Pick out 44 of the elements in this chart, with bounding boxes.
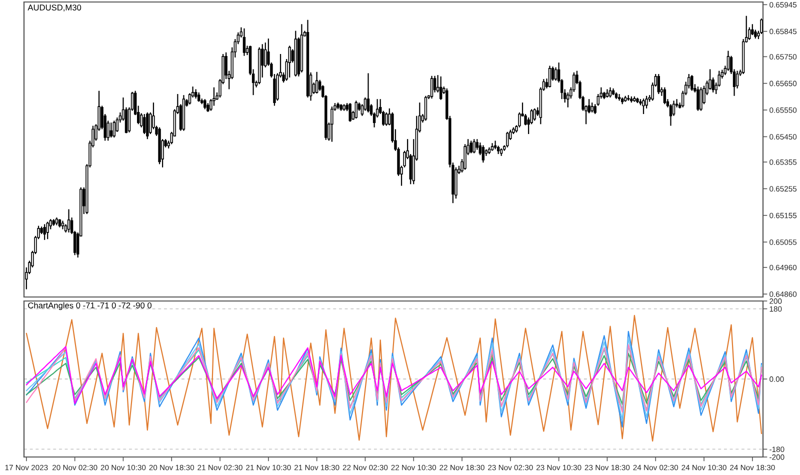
candlestick — [700, 86, 702, 112]
candlestick — [146, 112, 149, 140]
chart-title: ChartAngles 0 -71 -71 0 -72 -90 0 — [28, 302, 152, 310]
chart-title: AUDUSD,M30 — [28, 4, 82, 12]
candlestick — [330, 106, 334, 142]
candlestick — [663, 86, 666, 105]
candlestick — [533, 108, 536, 122]
candlestick — [726, 50, 730, 72]
candlestick — [197, 92, 200, 102]
candlestick — [46, 221, 49, 240]
candlestick — [242, 28, 246, 56]
candlestick — [315, 71, 318, 94]
candlestick — [348, 102, 352, 122]
line-series — [26, 314, 762, 442]
candlestick — [548, 65, 552, 88]
candlestick — [112, 120, 116, 138]
candlestick — [751, 24, 754, 36]
candlestick — [194, 88, 198, 100]
candlestick — [43, 224, 46, 240]
candlestick — [204, 98, 206, 110]
candlestick — [566, 92, 570, 108]
candlestick — [657, 73, 660, 95]
candlestick — [642, 98, 645, 115]
candlestick — [110, 122, 112, 138]
candlestick — [590, 102, 594, 113]
candlestick — [506, 131, 509, 148]
candlestick — [494, 140, 497, 150]
candlestick — [67, 208, 70, 234]
candlestick — [482, 144, 485, 164]
candlestick — [470, 140, 472, 154]
candlestick — [424, 95, 428, 122]
candlestick — [143, 113, 146, 135]
candlestick — [288, 45, 291, 78]
candlestick — [760, 18, 763, 35]
candlestick — [696, 86, 700, 112]
candlestick — [608, 86, 612, 98]
candlestick — [385, 112, 388, 126]
candlestick — [472, 138, 476, 154]
candlestick — [439, 76, 442, 100]
candlestick — [366, 72, 370, 113]
candlestick — [430, 75, 434, 100]
candlestick — [354, 100, 358, 120]
candlestick — [554, 66, 558, 82]
candlestick — [690, 74, 694, 92]
